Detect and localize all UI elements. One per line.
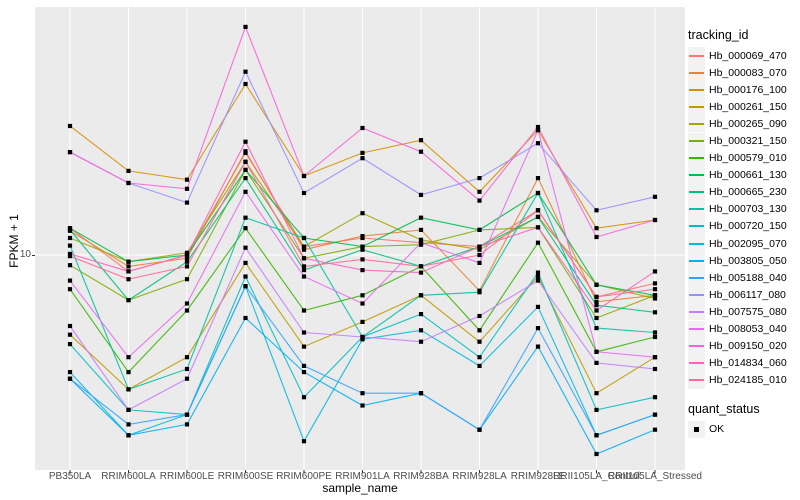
legend-item-Hb_000720_150: Hb_000720_150 xyxy=(688,217,798,235)
legend-item-Hb_000261_150: Hb_000261_150 xyxy=(688,98,798,116)
legend-item-label: Hb_009150_020 xyxy=(709,340,787,353)
y-axis-tick-label: 10 xyxy=(19,249,31,260)
legend: tracking_id Hb_000069_470 Hb_000083_070 Hb… xyxy=(688,28,798,438)
legend-item-Hb_005188_040: Hb_005188_040 xyxy=(688,269,798,287)
x-axis-title: sample_name xyxy=(322,481,398,495)
legend-item-label: Hb_000703_130 xyxy=(709,203,787,216)
x-tick-label-RRIM928LA: RRIM928LA xyxy=(452,471,507,482)
x-tick-label-RRIM600LA: RRIM600LA xyxy=(101,471,156,482)
legend-key-line-icon xyxy=(688,354,705,372)
legend-item-label: OK xyxy=(709,423,725,436)
legend-key-line-icon xyxy=(688,115,705,133)
legend-key-line-icon xyxy=(688,132,705,150)
legend-item-Hb_000083_070: Hb_000083_070 xyxy=(688,64,798,82)
legend-item-Hb_000703_130: Hb_000703_130 xyxy=(688,200,798,218)
legend-item-Hb_006117_080: Hb_006117_080 xyxy=(688,286,798,304)
legend-item-label: Hb_014834_060 xyxy=(709,357,787,370)
legend-key-line-icon xyxy=(688,183,705,201)
legend-item-label: Hb_000265_090 xyxy=(709,117,787,130)
legend-item-Hb_000665_230: Hb_000665_230 xyxy=(688,183,798,201)
legend-key-line-icon xyxy=(688,64,705,82)
x-tick-label-RRII105LA_Stressed: RRII105LA_Stressed xyxy=(608,471,702,482)
x-tick-label-RRIM600LE: RRIM600LE xyxy=(159,471,215,482)
series-points-Hb_014834_060 xyxy=(67,139,658,313)
legend-item-Hb_000661_130: Hb_000661_130 xyxy=(688,166,798,184)
legend-item-Hb_000321_150: Hb_000321_150 xyxy=(688,132,798,150)
legend-item-label: Hb_005188_040 xyxy=(709,271,787,284)
legend-item-label: Hb_008053_040 xyxy=(709,323,787,336)
legend-item-label: Hb_024185_010 xyxy=(709,374,787,387)
y-axis-tick-mark xyxy=(32,255,35,256)
legend-key-line-icon xyxy=(688,166,705,184)
series-points-Hb_007575_080 xyxy=(67,245,658,412)
x-tick-label-RRIM928LE: RRIM928LE xyxy=(510,471,566,482)
legend-key-line-icon xyxy=(688,98,705,116)
legend-item-Hb_000069_470: Hb_000069_470 xyxy=(688,47,798,65)
legend-key-square-icon xyxy=(688,420,705,438)
legend-key-line-icon xyxy=(688,200,705,218)
x-tick-label-RRIM901LA: RRIM901LA xyxy=(335,471,390,482)
legend-item-label: Hb_000083_070 xyxy=(709,66,787,79)
legend-key-line-icon xyxy=(688,320,705,338)
legend-item-label: Hb_000579_010 xyxy=(709,152,787,165)
legend-item-Hb_000265_090: Hb_000265_090 xyxy=(688,115,798,133)
series-points-Hb_024185_010 xyxy=(67,159,658,299)
legend-item-Hb_007575_080: Hb_007575_080 xyxy=(688,303,798,321)
legend-item-label: Hb_000661_130 xyxy=(709,169,787,182)
legend-item-label: Hb_000176_100 xyxy=(709,83,787,96)
x-axis-tick-marks xyxy=(69,470,656,474)
legend-key-line-icon xyxy=(688,149,705,167)
legend-item-label: Hb_003805_050 xyxy=(709,254,787,267)
legend-items-quant-status: OK xyxy=(688,420,798,438)
legend-item-label: Hb_007575_080 xyxy=(709,305,787,318)
legend-item-Hb_008053_040: Hb_008053_040 xyxy=(688,320,798,338)
legend-items-tracking-id: Hb_000069_470 Hb_000083_070 Hb_000176_100 H… xyxy=(688,47,798,389)
legend-title-quant-status: quant_status xyxy=(688,401,760,416)
x-tick-label-PB350LA: PB350LA xyxy=(48,471,92,482)
legend-item-Hb_014834_060: Hb_014834_060 xyxy=(688,354,798,372)
legend-key-line-icon xyxy=(688,303,705,321)
legend-key-line-icon xyxy=(688,269,705,287)
plot-panel xyxy=(35,7,685,474)
series-points-Hb_009150_020 xyxy=(67,24,658,240)
legend-key-line-icon xyxy=(688,337,705,355)
legend-title-tracking-id: tracking_id xyxy=(688,28,749,42)
legend-item-Hb_024185_010: Hb_024185_010 xyxy=(688,371,798,389)
x-tick-label-RRIM928BA: RRIM928BA xyxy=(393,471,449,482)
legend-item-label: Hb_000720_150 xyxy=(709,220,787,233)
legend-item-label: Hb_000321_150 xyxy=(709,135,787,148)
legend-item-label: Hb_000261_150 xyxy=(709,100,787,113)
legend-item-Hb_002095_070: Hb_002095_070 xyxy=(688,235,798,253)
legend-item-label: Hb_000665_230 xyxy=(709,186,787,199)
series-points-Hb_005188_040 xyxy=(67,284,658,438)
series-points-Hb_008053_040 xyxy=(67,128,658,360)
x-tick-label-RRII105LA_Control: RRII105LA_Control xyxy=(553,471,640,482)
x-tick-label-RRIM600PE: RRIM600PE xyxy=(276,471,332,482)
legend-key-line-icon xyxy=(688,81,705,99)
legend-key-line-icon xyxy=(688,371,705,389)
legend-item-label: Hb_006117_080 xyxy=(709,288,786,301)
legend-item-Hb_009150_020: Hb_009150_020 xyxy=(688,337,798,355)
legend-key-line-icon xyxy=(688,235,705,253)
legend-key-line-icon xyxy=(688,286,705,304)
legend-key-line-icon xyxy=(688,217,705,235)
legend-item-Hb_000579_010: Hb_000579_010 xyxy=(688,149,798,167)
y-axis-title: FPKM + 1 xyxy=(7,214,21,268)
legend-key-line-icon xyxy=(688,252,705,270)
x-tick-label-RRIM600SE: RRIM600SE xyxy=(217,471,274,482)
legend-item-Hb_000176_100: Hb_000176_100 xyxy=(688,81,798,99)
series-points xyxy=(67,24,658,457)
legend-item-quant-OK: OK xyxy=(688,420,798,438)
legend-item-Hb_003805_050: Hb_003805_050 xyxy=(688,252,798,270)
legend-item-label: Hb_002095_070 xyxy=(709,237,787,250)
legend-item-label: Hb_000069_470 xyxy=(709,49,787,62)
legend-key-line-icon xyxy=(688,47,705,65)
